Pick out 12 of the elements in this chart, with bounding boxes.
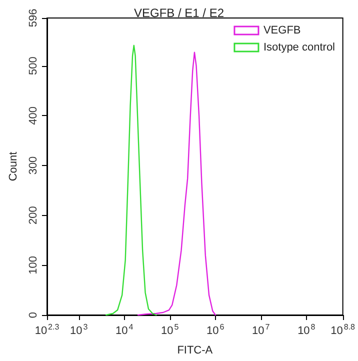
y-tick-label: 500 — [28, 56, 40, 76]
legend-label: VEGFB — [263, 24, 301, 36]
y-tick-label: 400 — [28, 106, 40, 125]
y-axis-title: Count — [8, 152, 20, 182]
y-tick-label: 300 — [28, 156, 40, 175]
legend-label: Isotype control — [263, 42, 336, 54]
y-tick-label: 100 — [28, 256, 40, 274]
x-axis-title: FITC-A — [177, 344, 214, 356]
y-tick-label: 200 — [28, 206, 40, 225]
y-tick-label: 596 — [28, 8, 40, 28]
chart-title: VEGFB / E1 / E2 — [134, 6, 224, 20]
y-tick-label: 0 — [28, 312, 40, 318]
